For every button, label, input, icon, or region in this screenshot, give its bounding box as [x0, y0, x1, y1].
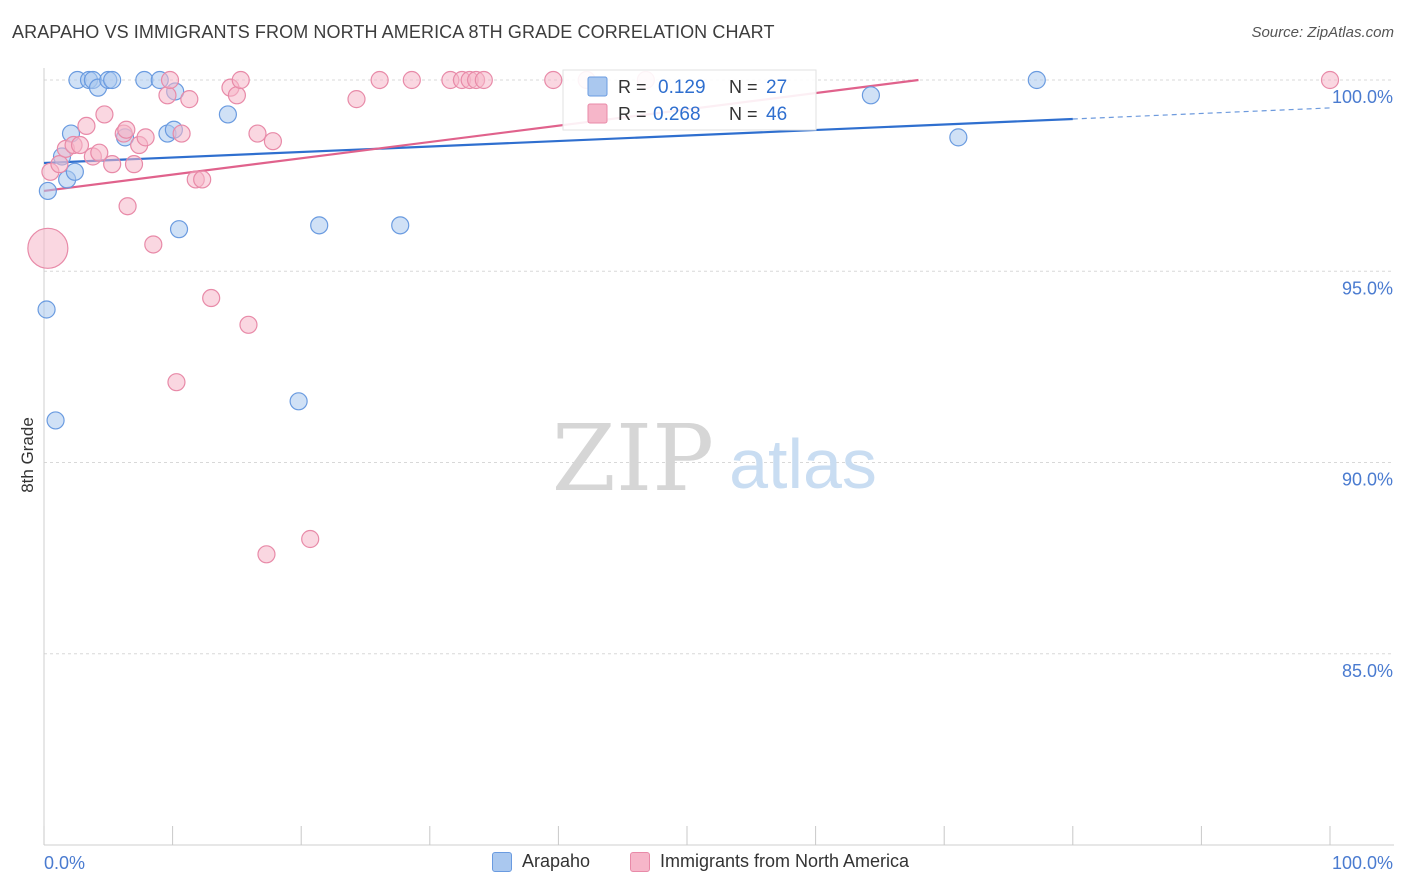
chart-title: ARAPAHO VS IMMIGRANTS FROM NORTH AMERICA… — [12, 22, 775, 42]
immigrants-point — [1320, 70, 1340, 90]
arapaho-point — [37, 300, 56, 319]
immigrants-point — [136, 128, 155, 147]
immigrants-point — [117, 120, 136, 139]
arapaho-point — [169, 220, 189, 239]
immigrants-point — [50, 155, 69, 174]
y-tick-label: 95.0% — [1342, 278, 1393, 298]
immigrants-point — [167, 373, 186, 392]
legend-item-immigrants[interactable]: Immigrants from North America — [630, 851, 909, 872]
arapaho-point — [103, 70, 122, 90]
x-tick-label-min: 0.0% — [44, 853, 85, 873]
legend-r-label-2: R = — [618, 104, 647, 124]
immigrants-point — [347, 90, 366, 109]
legend-item-arapaho[interactable]: Arapaho — [492, 851, 590, 872]
arapaho-point — [46, 411, 65, 430]
x-tick-label-max: 100.0% — [1332, 853, 1393, 873]
watermark-zip: ZIP — [552, 405, 714, 512]
immigrants-point — [231, 70, 250, 90]
source-credit: Source: ZipAtlas.com — [1251, 24, 1394, 41]
watermark-atlas: atlas — [729, 425, 877, 503]
immigrants-swatch — [630, 851, 650, 872]
correlation-legend: R = 0.129 N = 27 R = 0.268 N = 46 — [562, 69, 817, 131]
legend-n-label-2: N = — [729, 104, 758, 124]
immigrants-point — [544, 70, 563, 90]
legend-n-value-2: 46 — [766, 104, 787, 125]
immigrants-point — [180, 90, 199, 109]
immigrants-point — [263, 132, 283, 151]
y-tick-label: 85.0% — [1342, 661, 1393, 681]
immigrants-point — [160, 70, 180, 90]
immigrants-point — [202, 288, 221, 308]
arapaho-point — [310, 216, 329, 235]
immigrants-point — [90, 143, 109, 162]
legend-swatch-pink — [587, 103, 608, 124]
immigrants-point — [248, 124, 267, 143]
y-tick-label: 90.0% — [1342, 470, 1393, 490]
immigrants-point — [257, 545, 276, 564]
arapaho-point — [289, 392, 308, 411]
immigrants-point — [474, 70, 493, 90]
immigrants-point — [124, 155, 144, 174]
immigrants-point — [27, 227, 69, 269]
immigrants-point — [103, 155, 122, 174]
immigrants-point — [158, 86, 177, 105]
immigrants-point — [301, 529, 320, 549]
arapaho-point — [391, 216, 410, 235]
immigrants-point — [370, 70, 389, 90]
legend-n-label-1: N = — [729, 77, 758, 97]
immigrants-point — [118, 197, 137, 216]
arapaho-trend-line-extension — [1072, 107, 1331, 120]
series-legend: Arapaho Immigrants from North America — [0, 851, 1406, 879]
arapaho-point — [1027, 70, 1046, 90]
legend-r-label-1: R = — [618, 77, 647, 97]
legend-n-value-1: 27 — [766, 77, 787, 98]
immigrants-point — [95, 105, 114, 124]
tick-labels: 100.0% 95.0% 90.0% 85.0% 0.0% 100.0% — [44, 87, 1393, 873]
immigrants-point — [144, 235, 163, 254]
immigrants-point — [193, 170, 212, 189]
arapaho-point — [949, 128, 968, 147]
arapaho-point — [65, 162, 84, 181]
watermark: ZIP atlas — [552, 405, 877, 512]
legend-r-value-2: 0.268 — [653, 104, 701, 125]
legend-label-immigrants: Immigrants from North America — [660, 851, 910, 871]
arapaho-point — [135, 70, 154, 90]
axes — [43, 68, 1394, 846]
y-tick-label: 100.0% — [1332, 87, 1393, 107]
arapaho-point — [218, 105, 237, 124]
arapaho-point — [38, 181, 57, 201]
immigrants-point — [77, 116, 96, 136]
immigrants-point — [402, 70, 421, 90]
data-points — [27, 70, 1340, 564]
legend-label-arapaho: Arapaho — [522, 851, 591, 871]
arapaho-swatch — [492, 851, 512, 872]
immigrants-point — [239, 315, 258, 334]
arapaho-point — [861, 86, 880, 105]
immigrants-point — [172, 124, 191, 143]
immigrants-point — [70, 135, 90, 155]
legend-r-value-1: 0.129 — [658, 77, 706, 98]
arapaho-trend-line — [43, 117, 1073, 165]
immigrants-point — [227, 86, 246, 105]
legend-swatch-blue — [587, 76, 608, 97]
